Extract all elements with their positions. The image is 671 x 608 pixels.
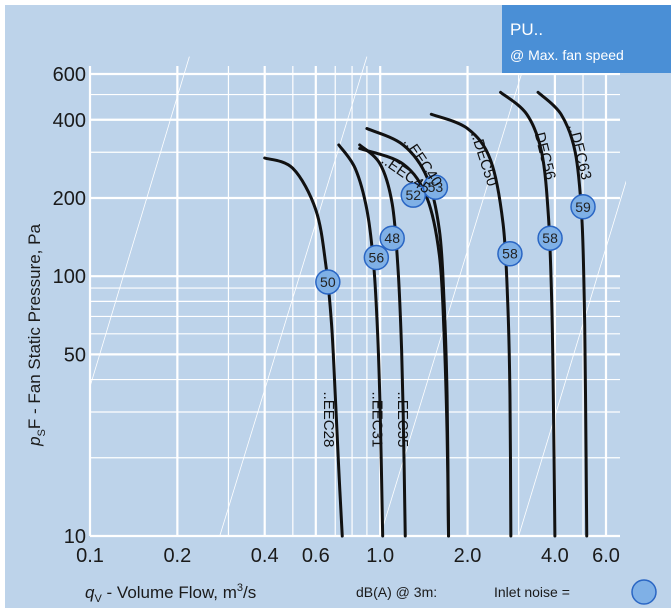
fan-curve <box>358 147 451 538</box>
system-line <box>219 56 368 536</box>
x-axis-title-sub: V <box>94 593 102 605</box>
noise-marker: 53 <box>422 174 449 200</box>
system-line <box>90 56 190 389</box>
noise-marker-circle <box>400 182 427 208</box>
noise-marker: 59 <box>570 194 596 220</box>
y-axis-title: pSF - Fan Static Pressure, Pa <box>25 224 48 447</box>
x-axis-title-sup: 3 <box>237 582 243 594</box>
fan-curve <box>536 90 589 538</box>
x-tick-label: 0.2 <box>163 545 191 567</box>
x-tick-label: 0.6 <box>302 545 330 567</box>
x-tick-label: 4.0 <box>541 545 569 567</box>
noise-marker-circle <box>537 225 563 251</box>
fan-curve <box>358 143 407 538</box>
noise-marker-value: 53 <box>428 179 444 195</box>
noise-marker-circle <box>315 269 341 295</box>
system-line <box>518 180 626 536</box>
noise-marker-value: 58 <box>502 246 518 262</box>
fan-curve <box>429 112 513 538</box>
noise-marker-value: 50 <box>320 274 336 290</box>
noise-marker-circle <box>570 194 596 220</box>
info-box-subtitle: @ Max. fan speed <box>510 47 624 63</box>
noise-marker-value: 56 <box>369 250 385 266</box>
curve-layer <box>263 90 589 538</box>
x-axis-title-rest: - Volume Flow, m <box>102 583 237 602</box>
x-axis-title-main: q <box>85 583 95 602</box>
fan-curve <box>263 156 344 538</box>
noise-marker-value: 52 <box>405 187 421 203</box>
noise-marker: 52 <box>400 182 427 208</box>
y-axis-title-rest: F - Fan Static Pressure, Pa <box>25 224 44 430</box>
y-axis-title-main: p <box>25 436 44 446</box>
noise-marker: 58 <box>497 240 523 267</box>
noise-marker-value: 58 <box>542 230 558 246</box>
y-axis-title-sub: S <box>36 429 48 436</box>
x-tick-label: 6.0 <box>592 545 620 567</box>
y-tick-label: 10 <box>64 526 86 548</box>
curve-label: ..EEC28 <box>320 391 337 447</box>
info-box-background <box>502 5 671 73</box>
noise-marker-circle <box>379 225 405 251</box>
y-tick-label: 200 <box>53 188 86 210</box>
db-note: dB(A) @ 3m: <box>356 584 437 600</box>
curve-label: ..EEC31 <box>368 391 385 447</box>
x-tick-label: 0.1 <box>76 545 104 567</box>
y-tick-label: 50 <box>64 344 86 366</box>
noise-marker-circle <box>497 240 523 267</box>
noise-marker-circle <box>363 244 390 271</box>
x-axis-title-end: /s <box>243 583 256 602</box>
x-tick-label: 2.0 <box>454 545 482 567</box>
noise-marker-circle <box>422 174 449 200</box>
inlet-noise-note: Inlet noise = <box>494 584 570 600</box>
noise-marker: 58 <box>537 225 563 251</box>
tick-label-layer: 0.1 0.2 0.4 0.6 1.0 2.0 4.0 6.0 10 50 100 200 400 600 <box>53 64 620 567</box>
y-tick-label: 100 <box>53 266 86 288</box>
chart-background <box>5 5 671 608</box>
x-tick-label: 1.0 <box>366 545 394 567</box>
x-axis-title: qV - Volume Flow, m3/s <box>85 582 256 605</box>
y-tick-label: 400 <box>53 110 86 132</box>
inlet-noise-legend-icon <box>631 579 657 605</box>
y-tick-label: 600 <box>53 64 86 86</box>
noise-marker-value: 48 <box>384 230 400 246</box>
fan-curve <box>337 143 385 538</box>
noise-marker: 50 <box>315 269 341 295</box>
noise-marker: 56 <box>363 244 390 271</box>
curve-label: ..EEC35 <box>394 391 411 447</box>
noise-marker: 48 <box>379 225 405 251</box>
noise-marker-value: 59 <box>575 199 591 215</box>
noise-marker-layer: 50 56 48 52 53 58 58 59 <box>315 174 596 295</box>
x-tick-label: 0.4 <box>251 545 279 567</box>
info-box-title: PU.. <box>510 20 543 39</box>
info-box: PU.. @ Max. fan speed <box>502 5 671 73</box>
